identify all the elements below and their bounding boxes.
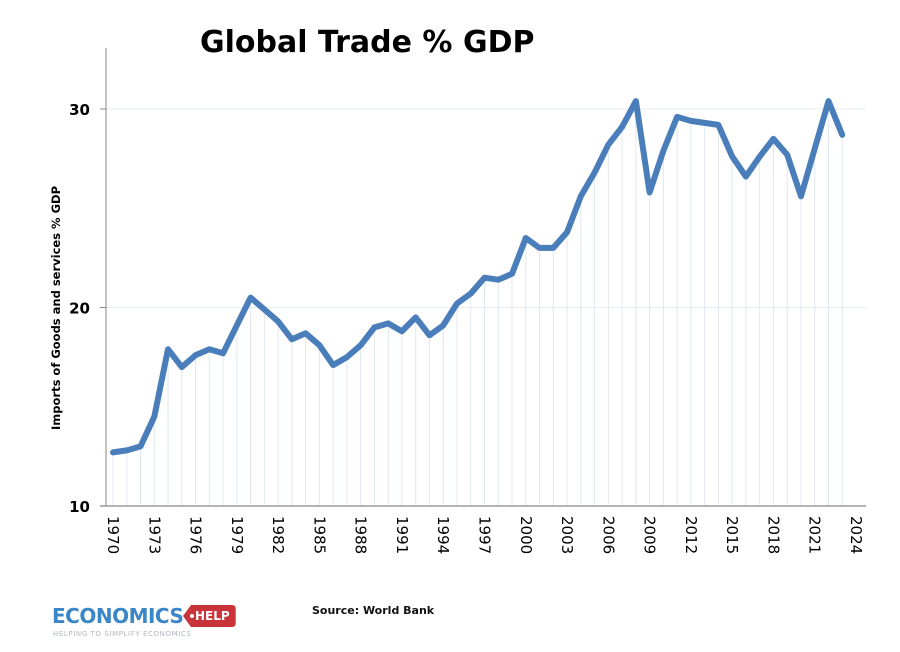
x-tick-label: 1970: [104, 516, 122, 554]
y-tick-labels: 10 20 30: [69, 101, 90, 516]
x-tick-label: 1976: [187, 516, 205, 554]
x-tick-label: 2018: [764, 516, 782, 554]
x-tick-label: 2000: [517, 516, 535, 554]
x-tick-labels: 1970 1973 1976 1979 1982 1985 1988 1991 1994 1997…: [104, 516, 865, 554]
x-tick-label: 2012: [682, 516, 700, 554]
y-tick-label: 30: [69, 101, 90, 119]
y-tick-label: 20: [69, 300, 90, 318]
x-tick-label: 1994: [434, 516, 452, 554]
horizontal-gridlines: [106, 108, 866, 308]
x-tick-label: 2009: [641, 516, 659, 554]
x-tick-label: 2003: [558, 516, 576, 554]
x-tick-label: 1991: [393, 516, 411, 554]
x-tick-label: 1985: [310, 516, 328, 554]
x-tick-label: 2006: [599, 516, 617, 554]
x-tick-label: 1979: [228, 516, 246, 554]
economics-help-logo[interactable]: ECONOMICS HELP HELPING TO SIMPLIFY ECONO…: [52, 604, 236, 644]
x-tick-label: 1973: [145, 516, 163, 554]
logo-wordmark: ECONOMICS: [52, 604, 184, 628]
y-axis-label: Imports of Goods and services % GDP: [49, 186, 63, 430]
y-tick-label: 10: [69, 498, 90, 516]
series-group: [110, 98, 846, 456]
logo-help-tag: HELP: [183, 605, 236, 627]
x-tick-label: 1997: [476, 516, 494, 554]
series-line: [110, 98, 846, 456]
x-tick-label: 1988: [352, 516, 370, 554]
source-note: Source: World Bank: [312, 604, 435, 617]
logo-tagline: HELPING TO SIMPLIFY ECONOMICS: [53, 630, 192, 638]
vertical-gridlines: [112, 101, 843, 506]
x-tick-label: 2015: [723, 516, 741, 554]
x-tick-label: 2021: [806, 516, 824, 554]
line-chart: Global Trade % GDP Imports of Goods and …: [49, 25, 866, 554]
chart-title: Global Trade % GDP: [200, 25, 534, 60]
x-tick-label: 2024: [847, 516, 865, 554]
x-tick-label: 1982: [269, 516, 287, 554]
axes: [100, 48, 866, 507]
